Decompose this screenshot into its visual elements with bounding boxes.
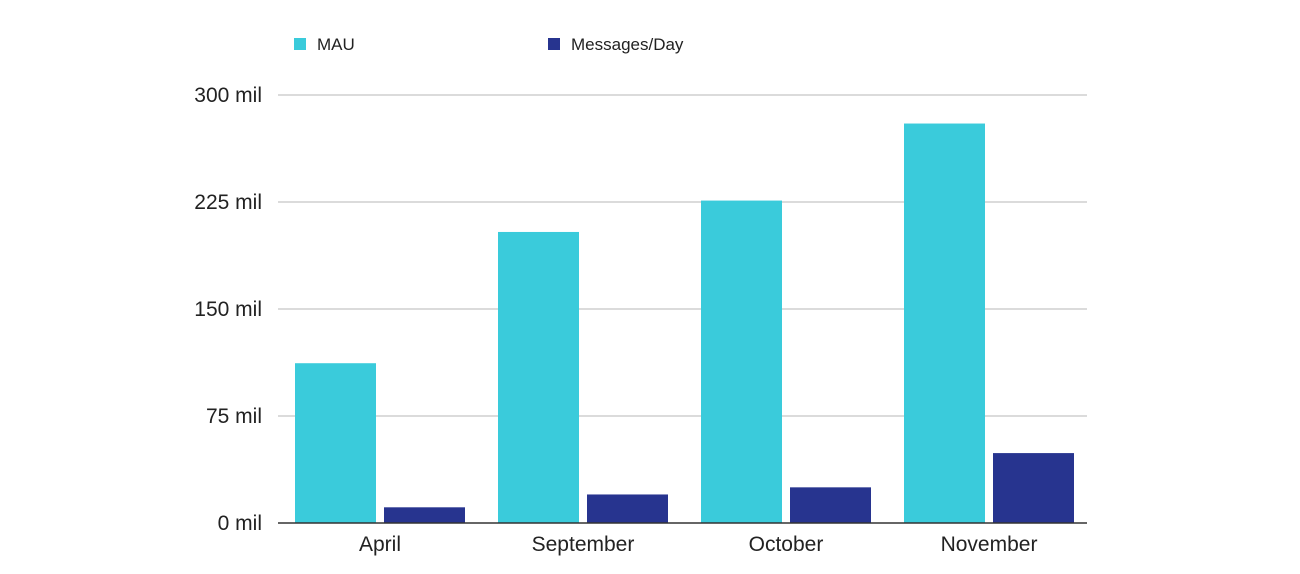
bar-mau-october — [701, 200, 782, 523]
y-tick-label: 225 mil — [194, 191, 262, 214]
bar-messages-day-september — [587, 494, 668, 523]
bar-mau-november — [904, 123, 985, 524]
bar-messages-day-october — [790, 487, 871, 523]
legend-label: Messages/Day — [571, 35, 684, 54]
bar-mau-april — [295, 363, 376, 523]
y-tick-label: 300 mil — [194, 84, 262, 107]
x-tick-label: October — [749, 533, 824, 556]
y-tick-label: 75 mil — [206, 405, 262, 428]
x-tick-label: November — [941, 533, 1038, 556]
x-tick-label: April — [359, 533, 401, 556]
legend-label: MAU — [317, 35, 355, 54]
y-tick-label: 0 mil — [218, 512, 262, 535]
bar-mau-september — [498, 231, 579, 523]
y-tick-label: 150 mil — [194, 298, 262, 321]
bar-messages-day-april — [384, 507, 465, 523]
x-tick-label: September — [532, 533, 635, 556]
legend-swatch-1 — [548, 38, 560, 50]
bar-messages-day-november — [993, 453, 1074, 523]
legend-swatch-0 — [294, 38, 306, 50]
